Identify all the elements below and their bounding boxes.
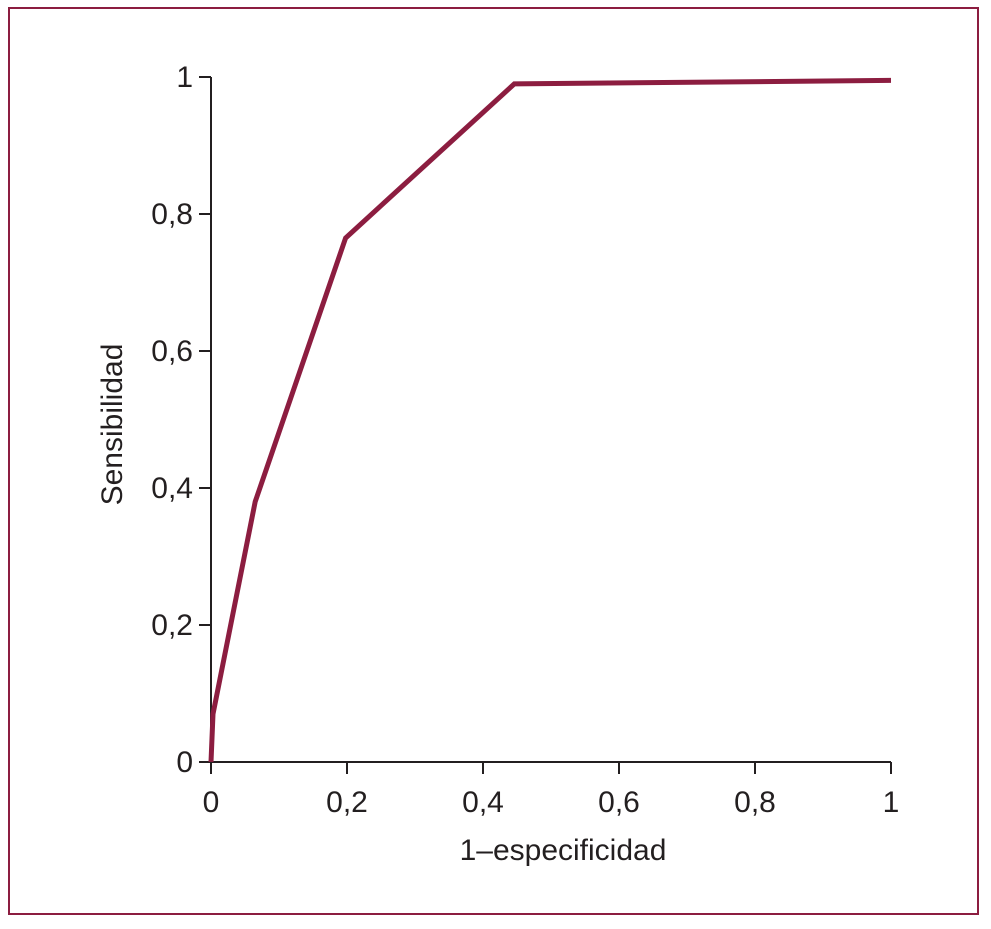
y-tick-label: 1 [176,61,193,94]
figure-frame [8,7,979,915]
y-tick-label: 0,6 [151,335,193,368]
x-axis: 0 0,2 0,4 0,6 0,8 1 [203,761,900,819]
x-axis-title: 1–especificidad [460,834,667,867]
series-group [208,77,892,763]
x-tick-label: 0,8 [734,786,776,819]
x-tick-label: 0 [203,786,220,819]
y-axis-title: Sensibilidad [96,344,129,506]
y-tick-label: 0,2 [151,609,193,642]
y-tick-label: 0,8 [151,198,193,231]
x-tick-label: 0,4 [462,786,504,819]
y-axis: 0 0,2 0,4 0,6 0,8 1 [151,61,212,779]
x-tick-label: 0,2 [326,786,368,819]
x-tick-label: 0,6 [598,786,640,819]
y-tick-label: 0,4 [151,472,193,505]
x-tick-label: 1 [883,786,900,819]
y-tick-label: 0 [176,746,193,779]
roc-curve-line [208,77,892,763]
